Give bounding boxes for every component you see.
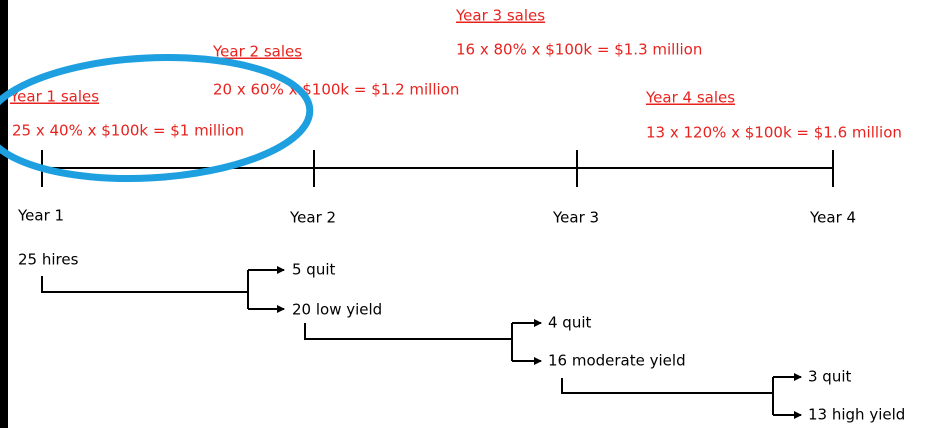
- quit-label: 4 quit: [548, 314, 592, 332]
- timeline: [41, 150, 834, 187]
- sales-formula: 25 x 40% x $100k = $1 million: [12, 122, 244, 140]
- left-bar: [0, 0, 8, 428]
- quit-label: 5 quit: [292, 261, 336, 279]
- year-label: Year 4: [809, 209, 856, 227]
- remain-label: 20 low yield: [292, 301, 382, 319]
- sales-label: Year 3 sales: [455, 7, 545, 25]
- year-label: Year 1: [17, 207, 64, 225]
- remain-label: 13 high yield: [808, 406, 905, 424]
- sales-label: Year 2 sales: [212, 43, 302, 61]
- year-label: Year 2: [289, 209, 336, 227]
- sales-formula: 16 x 80% x $100k = $1.3 million: [456, 41, 702, 59]
- flow-connectors: [41, 266, 802, 419]
- sales-formula: 20 x 60% x $100k = $1.2 million: [213, 81, 459, 99]
- sales-label: Year 4 sales: [645, 89, 735, 107]
- sales-label: Year 1 sales: [9, 88, 99, 106]
- flow-start: 25 hires: [18, 251, 79, 269]
- remain-label: 16 moderate yield: [548, 352, 686, 370]
- highlight-ellipse: [0, 53, 314, 183]
- year-label: Year 3: [552, 209, 599, 227]
- quit-label: 3 quit: [808, 368, 852, 386]
- sales-formula: 13 x 120% x $100k = $1.6 million: [646, 124, 902, 142]
